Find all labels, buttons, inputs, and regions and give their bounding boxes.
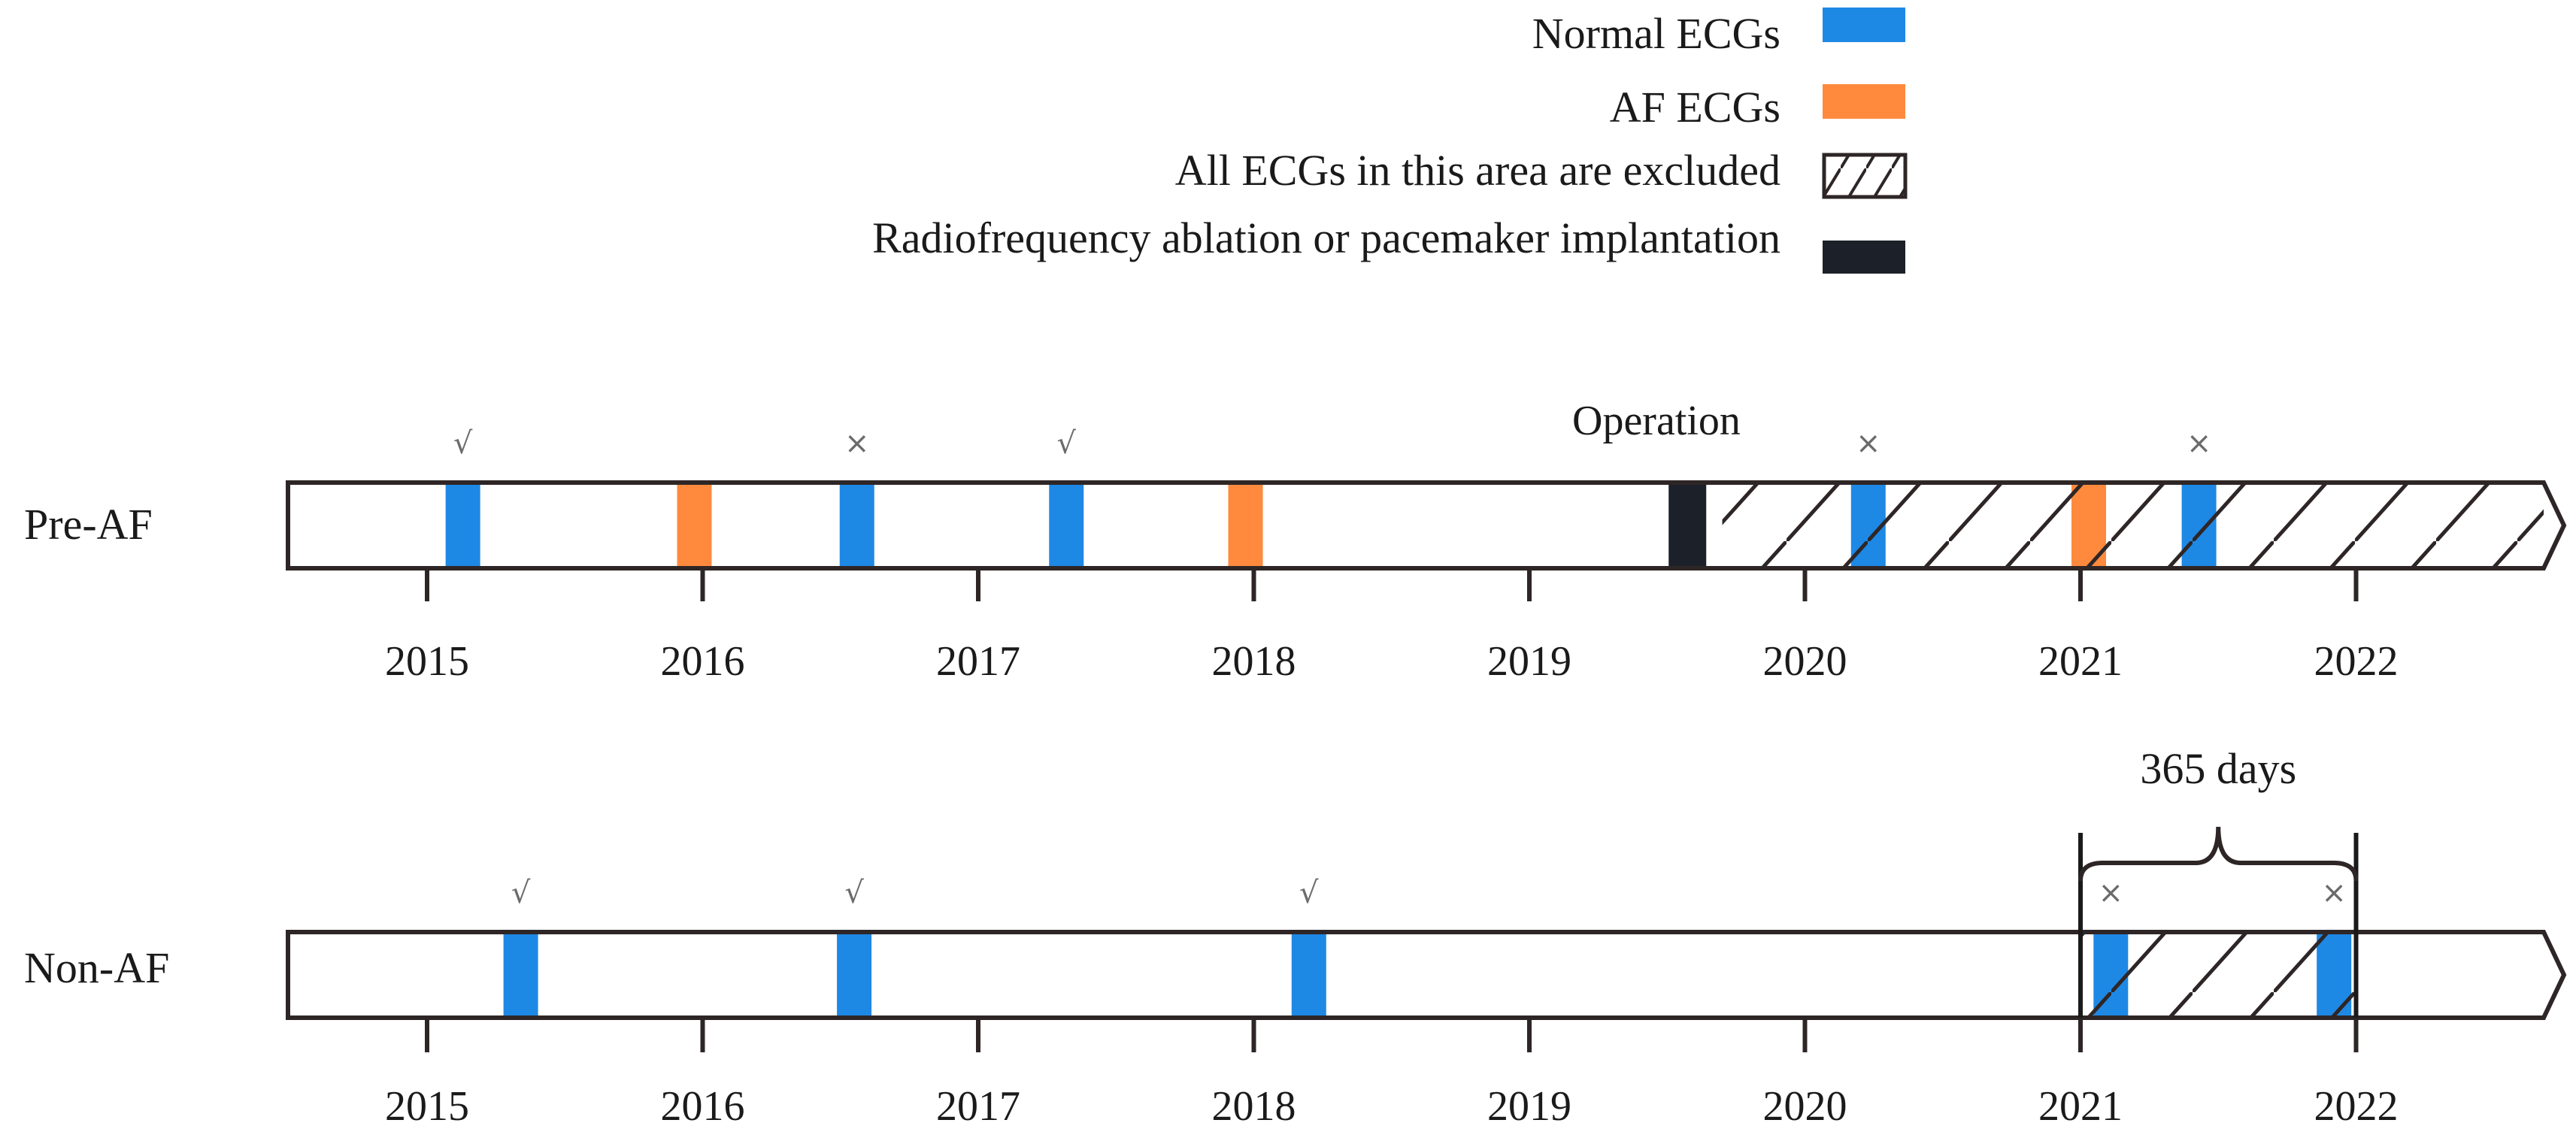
legend-swatch-excluded: [1822, 153, 1908, 199]
year-label: 2022: [2314, 638, 2399, 685]
timeline-label: Pre-AF: [24, 500, 153, 549]
bracket-label: 365 days: [2140, 744, 2296, 793]
legend-label-excluded: All ECGs in this area are excluded: [1175, 146, 1780, 195]
year-label: 2022: [2314, 1083, 2399, 1130]
operation-marker: [1668, 485, 1707, 566]
ecg-mark: ×: [2187, 426, 2212, 461]
ecg-events: √ √ √ × ×: [503, 876, 2352, 1015]
ecg-mark: √: [453, 426, 473, 461]
year-label: 2020: [1763, 1083, 1847, 1130]
year-label: 2015: [385, 638, 469, 685]
year-label: 2017: [936, 1083, 1020, 1130]
year-label: 2017: [936, 638, 1020, 685]
legend: Normal ECGs AF ECGs All ECGs in this are…: [872, 8, 1908, 274]
ecg-mark: √: [1057, 426, 1077, 461]
year-label: 2019: [1487, 638, 1571, 685]
ecg-event-normal: [837, 934, 872, 1015]
curly-brace: [2078, 826, 2359, 882]
ecg-mark: ×: [844, 426, 870, 461]
ecg-mark: √: [1299, 876, 1319, 910]
legend-swatch-normal: [1823, 8, 1905, 42]
timeline-label: Non-AF: [24, 943, 169, 992]
year-label: 2020: [1763, 638, 1847, 685]
ecg-events: √ × √ × ×: [445, 426, 2217, 566]
ecg-mark: ×: [1856, 426, 1881, 461]
year-label: 2018: [1212, 1083, 1296, 1130]
ecg-event-hatch: [2071, 485, 2106, 566]
year-axis: 2015 2016 2017 2018 2019 2020 2021 2022: [385, 568, 2399, 685]
operation-label: Operation: [1572, 398, 1741, 444]
year-axis: 2015 2016 2017 2018 2019 2020 2021 2022: [385, 1018, 2399, 1130]
excluded-region: [1722, 485, 2544, 566]
year-label: 2019: [1487, 1083, 1571, 1130]
ecg-mark: ×: [2099, 876, 2124, 910]
ecg-event-hatch: [1850, 485, 1886, 566]
ecg-event-normal: [503, 934, 538, 1015]
timeline-non-af: Non-AF 365 days √ √ √ × × 2015 2016 2017 2018 20…: [24, 744, 2567, 1130]
legend-swatch-operation: [1823, 241, 1905, 274]
ecg-event-normal: [445, 485, 480, 566]
legend-label-operation: Radiofrequency ablation or pacemaker imp…: [872, 213, 1780, 262]
ecg-event-normal: [1291, 934, 1326, 1015]
year-label: 2018: [1212, 638, 1296, 685]
ecg-event-hatch: [2317, 934, 2352, 1015]
ecg-event-normal: [1049, 485, 1084, 566]
ecg-mark: √: [844, 876, 864, 910]
legend-swatch-af: [1823, 84, 1905, 119]
year-label: 2015: [385, 1083, 469, 1130]
legend-item-operation: Radiofrequency ablation or pacemaker imp…: [872, 213, 1905, 274]
ecg-event-af: [677, 485, 712, 566]
year-label: 2016: [661, 638, 745, 685]
ecg-event-hatch: [2093, 934, 2129, 1015]
legend-item-excluded: All ECGs in this area are excluded: [1175, 146, 1908, 199]
window-bracket: 365 days: [2078, 744, 2359, 1045]
timeline-pre-af: Pre-AF Operation √ × √ × × 2015 2016 2017 2018 2…: [24, 398, 2567, 685]
year-label: 2016: [661, 1083, 745, 1130]
ecg-mark: √: [511, 876, 531, 910]
ecg-event-hatch: [2181, 485, 2217, 566]
legend-item-normal: Normal ECGs: [1532, 8, 1905, 58]
ecg-event-af: [1228, 485, 1263, 566]
year-label: 2021: [2038, 638, 2123, 685]
ecg-event-normal: [839, 485, 874, 566]
legend-label-af: AF ECGs: [1610, 83, 1780, 132]
year-label: 2021: [2038, 1083, 2123, 1130]
legend-label-normal: Normal ECGs: [1532, 9, 1780, 58]
ecg-mark: ×: [2321, 876, 2347, 910]
legend-item-af: AF ECGs: [1610, 83, 1905, 132]
